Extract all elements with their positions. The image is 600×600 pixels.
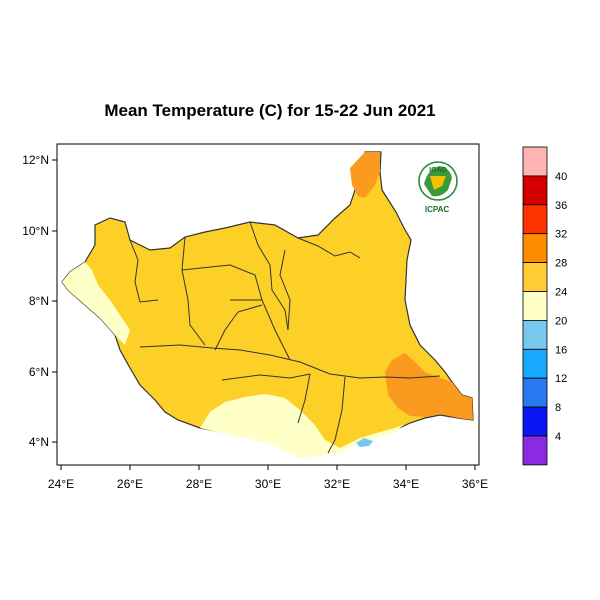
colorbar-label: 4	[555, 431, 561, 443]
x-tick-label: 28°E	[186, 477, 212, 491]
y-tick-label: 4°N	[29, 435, 49, 449]
region-highlight-icon	[430, 176, 446, 190]
colorbar-swatch	[522, 435, 548, 466]
colorbar-label: 40	[555, 171, 567, 183]
map-title: Mean Temperature (C) for 15-22 Jun 2021	[104, 101, 436, 120]
colorbar-swatch	[522, 406, 548, 437]
colorbar: 40 36 32 28 24 20 16 12 8 4	[522, 146, 567, 466]
colorbar-label: 36	[555, 200, 567, 212]
logo-top-text: IGAD	[429, 167, 447, 174]
south-sudan-map	[61, 151, 474, 458]
colorbar-label: 16	[555, 344, 567, 356]
colorbar-label: 12	[555, 373, 567, 385]
colorbar-swatch	[522, 233, 548, 263]
colorbar-label: 8	[555, 402, 561, 414]
hot-region-north	[350, 152, 380, 198]
colorbar-swatch	[522, 146, 548, 177]
x-tick-label: 36°E	[462, 477, 488, 491]
colorbar-label: 32	[555, 229, 567, 241]
x-tick-label: 30°E	[255, 477, 281, 491]
colorbar-swatch	[522, 204, 548, 235]
colorbar-swatch	[522, 175, 548, 206]
state-boundaries	[129, 221, 441, 454]
colorbar-swatch	[522, 262, 548, 292]
y-tick-label: 8°N	[29, 294, 49, 308]
y-tick-label: 12°N	[22, 153, 49, 167]
y-tick-label: 10°N	[22, 224, 49, 238]
x-tick-label: 34°E	[393, 477, 419, 491]
colorbar-swatches	[522, 146, 548, 466]
cold-spot	[356, 438, 373, 447]
colorbar-label: 28	[555, 258, 567, 270]
y-tick-label: 6°N	[29, 365, 49, 379]
hot-region-east	[385, 353, 473, 420]
logo-bottom-text: ICPAC	[425, 205, 450, 214]
x-tick-label: 24°E	[48, 477, 74, 491]
colorbar-swatch	[522, 319, 548, 350]
x-tick-label: 32°E	[324, 477, 350, 491]
colorbar-label: 20	[555, 315, 567, 327]
cool-region-west	[62, 262, 130, 345]
colorbar-swatch	[522, 377, 548, 408]
y-axis: 12°N 10°N 8°N 6°N 4°N	[22, 153, 57, 449]
x-tick-label: 26°E	[117, 477, 143, 491]
igad-icpac-logo: IGAD ICPAC	[418, 161, 458, 214]
colorbar-labels: 40 36 32 28 24 20 16 12 8 4	[555, 171, 567, 443]
colorbar-swatch	[522, 291, 548, 321]
logo-ring	[418, 161, 458, 201]
colorbar-swatch	[522, 348, 548, 379]
x-axis: 24°E 26°E 28°E 30°E 32°E 34°E 36°E	[48, 465, 488, 491]
cool-region-south	[200, 394, 405, 458]
colorbar-label: 24	[555, 287, 567, 299]
